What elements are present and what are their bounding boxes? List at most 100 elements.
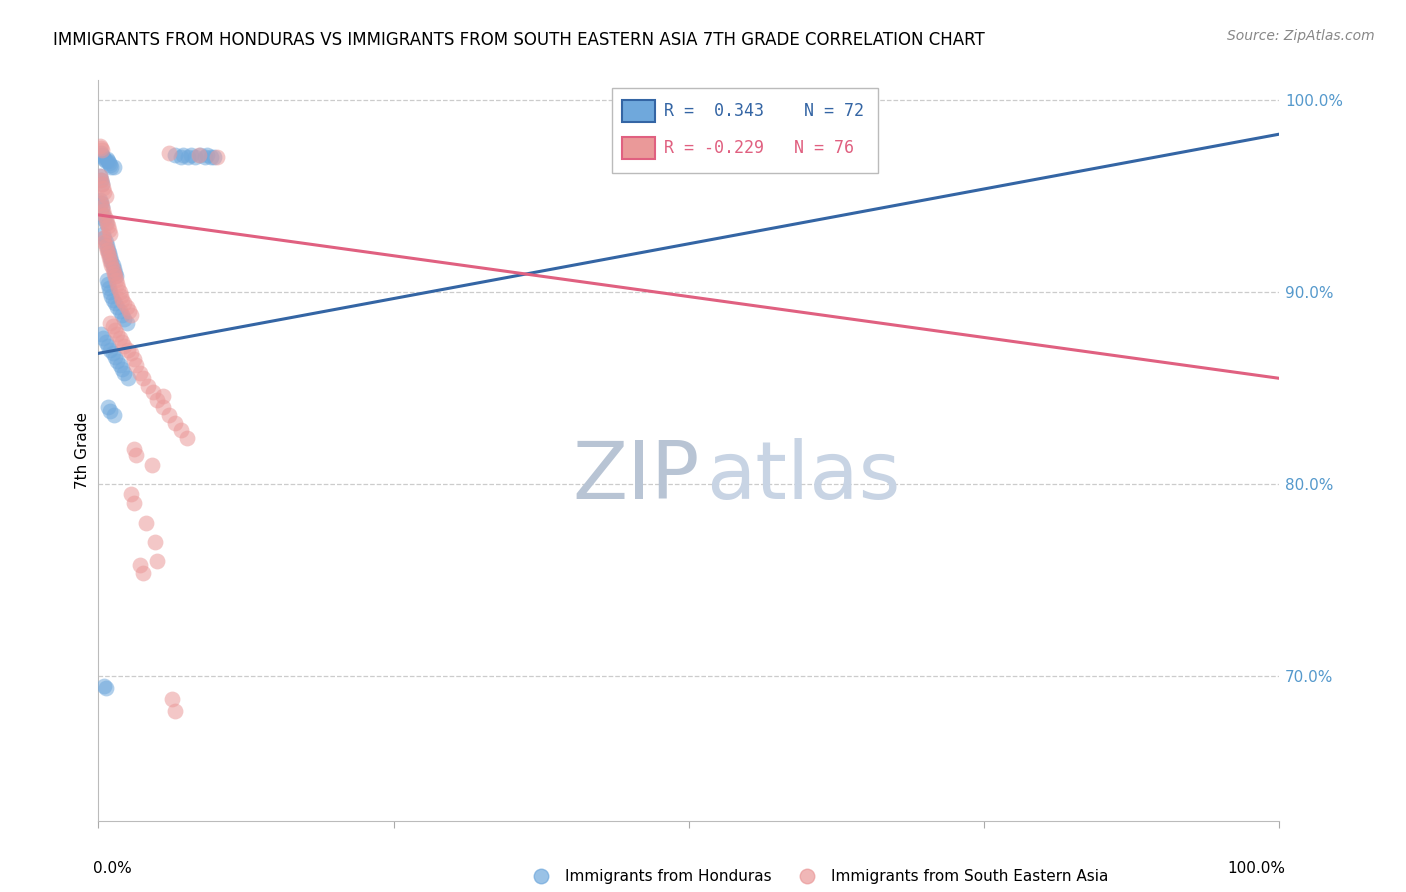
Point [94,154,117,169]
Point [132,566,155,580]
Point [93,679,115,693]
Point [170,150,193,164]
Point [93,152,115,166]
Point [152,389,174,403]
Point [112,296,135,310]
Point [194,150,217,164]
Text: atlas: atlas [706,438,900,516]
Point [108,331,131,345]
Point [157,408,180,422]
Point [91,231,114,245]
Point [121,346,143,360]
Point [90,140,112,154]
Point [90,173,112,187]
Point [96,152,118,166]
Point [104,350,127,364]
Point [122,442,145,457]
Point [98,254,121,268]
Point [96,216,118,230]
Point [103,261,125,276]
Point [195,148,218,162]
Point [128,558,150,572]
Point [160,692,183,706]
Point [91,150,114,164]
Point [122,352,145,367]
Point [105,327,128,342]
Point [177,150,200,164]
Point [91,200,114,214]
Point [152,400,174,414]
Point [98,227,121,241]
Point [205,150,228,164]
Point [132,371,155,385]
Point [100,160,122,174]
Point [98,250,121,264]
Point [125,358,148,372]
Point [97,400,120,414]
Point [122,496,145,510]
Text: ZIP: ZIP [572,438,700,516]
Point [96,243,118,257]
Point [184,150,207,164]
Point [98,285,121,299]
Point [98,250,121,264]
Point [172,148,194,162]
Point [104,266,127,280]
Point [91,177,114,191]
Point [101,293,124,307]
Point [98,156,121,170]
Point [104,296,127,310]
Point [89,169,111,184]
Point [115,300,138,314]
Point [98,316,121,330]
Point [104,323,127,337]
Point [93,231,115,245]
Point [121,308,143,322]
Point [91,208,114,222]
Point [91,227,114,241]
Point [91,177,114,191]
Point [105,277,128,292]
Text: 0.0%: 0.0% [93,862,131,876]
Point [117,371,139,385]
Point [105,269,128,284]
Text: 100.0%: 100.0% [1227,862,1285,876]
Point [142,384,165,399]
Point [105,354,128,368]
Point [104,269,127,284]
Point [98,158,121,172]
Point [112,366,135,380]
Point [100,254,122,268]
Point [94,235,117,249]
Text: R =  0.343    N = 72: R = 0.343 N = 72 [664,103,865,120]
Point [91,148,114,162]
Point [91,200,114,214]
Point [101,346,124,360]
Point [101,319,124,334]
Point [94,211,117,226]
Text: Source: ZipAtlas.com: Source: ZipAtlas.com [1227,29,1375,43]
Point [100,258,122,272]
Point [91,143,114,157]
Point [91,331,114,345]
Point [94,216,117,230]
Point [165,416,187,430]
Point [105,300,128,314]
FancyBboxPatch shape [612,87,877,173]
Point [115,316,138,330]
Point [93,185,115,199]
Point [90,327,112,342]
Point [108,358,131,372]
Point [90,146,112,161]
Point [93,235,115,249]
Point [93,208,115,222]
Point [141,458,163,472]
Point [188,148,211,162]
Point [146,554,169,568]
Point [108,285,131,299]
Point [165,704,187,718]
Point [187,148,209,162]
Point [96,238,118,252]
Point [90,196,112,211]
Text: IMMIGRANTS FROM HONDURAS VS IMMIGRANTS FROM SOUTH EASTERN ASIA 7TH GRADE CORRELA: IMMIGRANTS FROM HONDURAS VS IMMIGRANTS F… [53,31,986,49]
